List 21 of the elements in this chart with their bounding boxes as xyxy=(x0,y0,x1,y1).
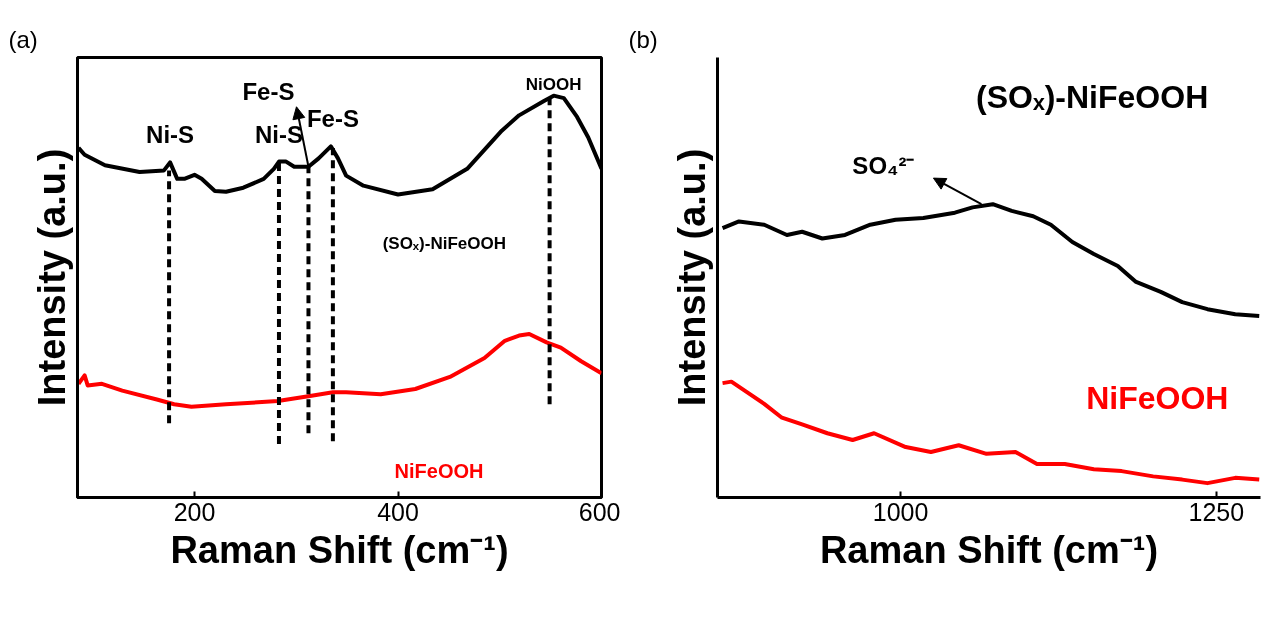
x-tick-label: 200 xyxy=(173,497,216,526)
text: (SOₓ)-NiFeOOH xyxy=(976,79,1209,116)
text: NiFeOOH xyxy=(394,460,484,483)
x-axis-title: Raman Shift (cm⁻¹) xyxy=(819,528,1159,571)
y-axis-title: Intensity (a.u.) xyxy=(670,148,713,407)
series-label: NiFeOOH xyxy=(1086,380,1229,417)
x-tick-label: 1000 xyxy=(872,497,929,526)
x-tick-label: 1250 xyxy=(1188,497,1245,526)
x-axis-title: Raman Shift (cm⁻¹) xyxy=(170,528,509,571)
annotation: NiOOH xyxy=(525,74,582,94)
y-axis-title: Intensity (a.u.) xyxy=(30,148,73,407)
text: (SOₓ)-NiFeOOH xyxy=(382,234,506,254)
x-tick-label: 600 xyxy=(578,497,621,526)
x-tick-label: 400 xyxy=(377,497,419,526)
annotation: Ni-S xyxy=(254,120,303,148)
annotation: Ni-S xyxy=(146,121,195,149)
annotation: Fe-S xyxy=(306,105,359,133)
text: (b) xyxy=(628,25,658,53)
text: (a) xyxy=(8,25,38,53)
annotation: Fe-S xyxy=(242,78,295,106)
annotation: SO₄²⁻ xyxy=(852,152,915,180)
